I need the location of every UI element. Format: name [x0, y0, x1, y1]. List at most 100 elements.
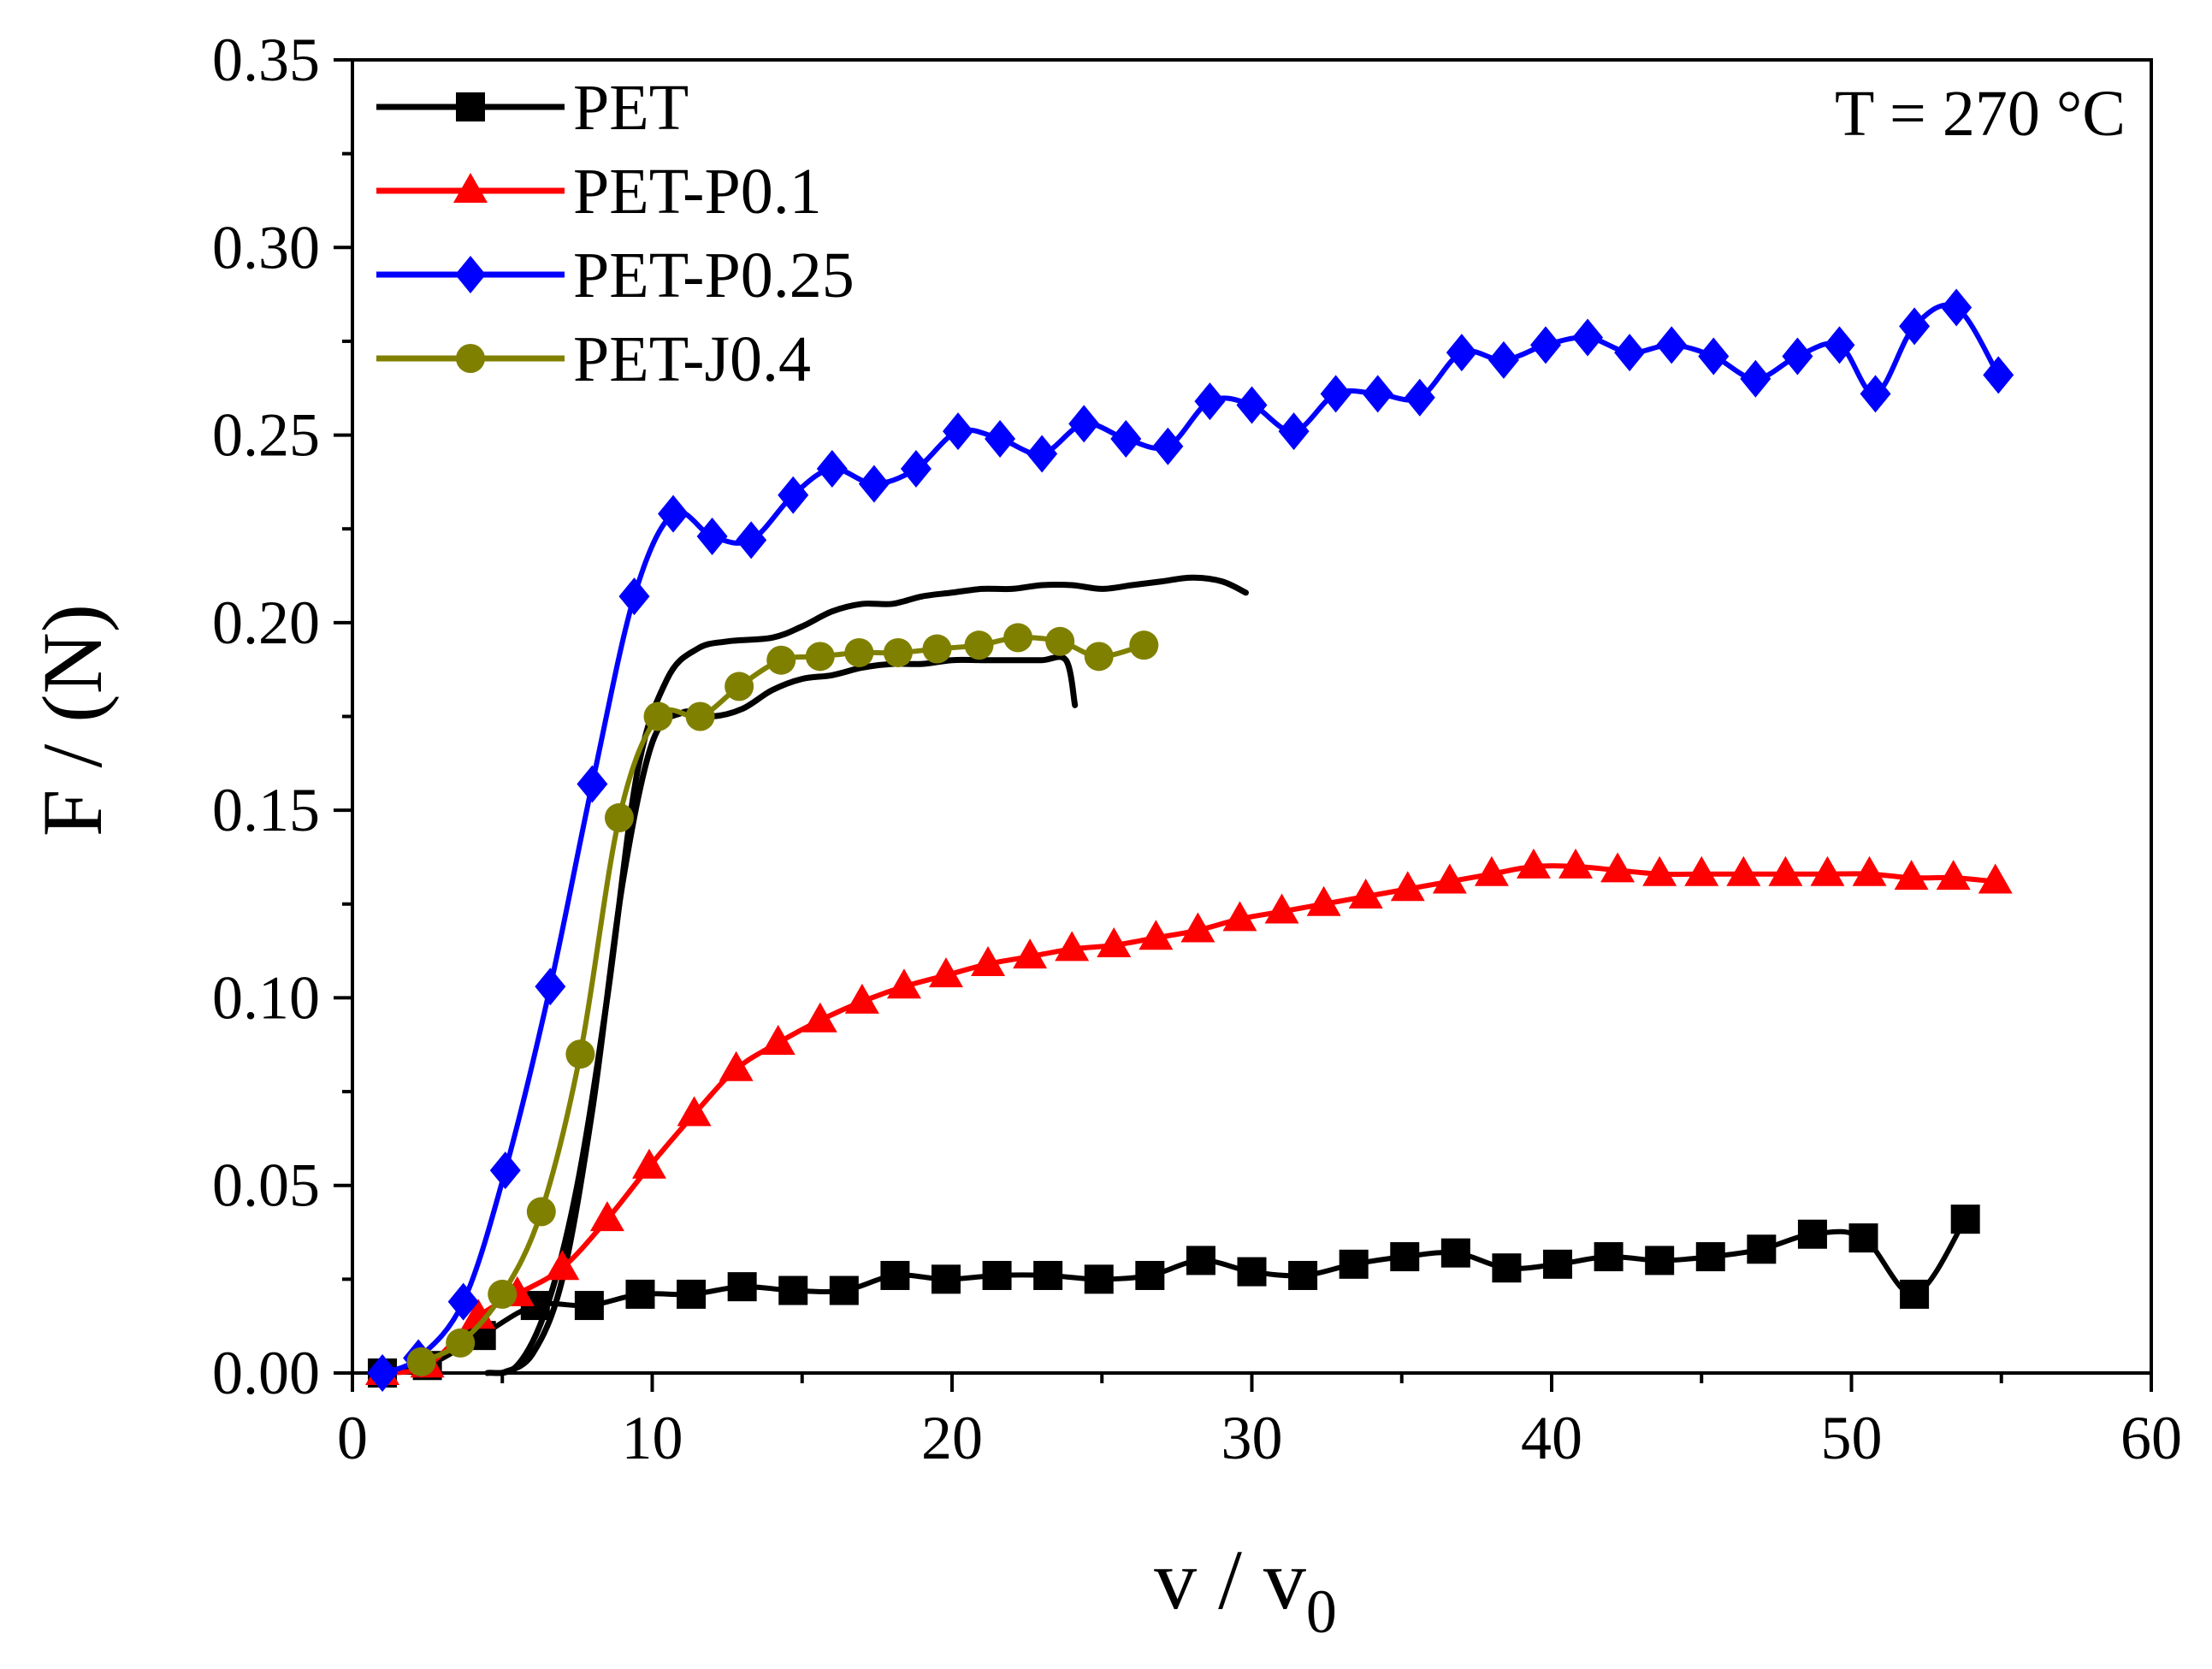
series-line [418, 635, 1147, 1364]
data-point [1642, 855, 1677, 886]
data-point [677, 1279, 707, 1309]
data-point [1726, 855, 1761, 886]
data-point [943, 412, 974, 451]
legend-label: PET [573, 72, 689, 144]
data-point [1339, 1249, 1369, 1279]
data-point [928, 957, 963, 988]
data-point [1033, 1260, 1063, 1290]
data-point [1110, 419, 1142, 458]
data-point [489, 1151, 521, 1190]
data-point [1264, 893, 1299, 924]
data-point [1236, 386, 1268, 424]
data-point [1983, 356, 2014, 394]
data-point [802, 1002, 837, 1033]
y-tick-label: 0.20 [212, 589, 320, 657]
data-point [1194, 382, 1226, 421]
data-point [1810, 855, 1845, 886]
data-point [1026, 435, 1058, 473]
data-point [1899, 307, 1931, 346]
data-point [1978, 863, 2013, 894]
series-4 [484, 574, 1249, 1376]
x-tick-label: 0 [337, 1404, 368, 1472]
data-point [964, 630, 994, 660]
data-point [643, 701, 673, 731]
y-tick-label: 0.25 [212, 401, 320, 470]
data-point [461, 1299, 496, 1329]
data-point [760, 1025, 795, 1056]
data-point [589, 1201, 624, 1232]
legend-label: PET-P0.25 [573, 240, 855, 311]
data-point [574, 1291, 604, 1321]
legend-marker [453, 173, 488, 203]
data-point [1362, 375, 1393, 413]
legend-label: PET-P0.1 [573, 156, 822, 228]
data-point [1860, 375, 1891, 413]
data-point [1941, 288, 1972, 327]
data-point [1782, 337, 1813, 376]
data-point [1180, 912, 1215, 943]
data-point [1045, 626, 1075, 656]
data-point [1600, 852, 1635, 883]
legend-label: PET-J0.4 [573, 323, 811, 395]
y-tick-label: 0.35 [212, 26, 320, 94]
data-point [1572, 318, 1604, 357]
data-point [1306, 885, 1341, 916]
data-point [1474, 855, 1509, 886]
data-point [1543, 1249, 1573, 1279]
x-tick-label: 20 [921, 1404, 983, 1472]
data-point [844, 983, 879, 1014]
data-point [1900, 1279, 1930, 1309]
y-tick-label: 0.05 [212, 1151, 320, 1220]
data-point [1440, 1238, 1470, 1268]
y-tick-label: 0.15 [212, 776, 320, 844]
data-point [880, 1260, 910, 1290]
data-point [1222, 901, 1257, 932]
y-tick-label: 0.10 [212, 963, 320, 1032]
data-point [1936, 860, 1971, 891]
series-1 [365, 848, 2013, 1385]
data-point [1950, 1204, 1980, 1234]
data-point [1446, 334, 1477, 372]
data-point [1404, 378, 1435, 417]
data-point [1824, 326, 1855, 364]
data-point [1695, 1242, 1725, 1272]
data-point [858, 465, 890, 503]
series-line [380, 1216, 1968, 1376]
data-point [922, 634, 952, 664]
data-point [1894, 860, 1929, 891]
data-point [971, 945, 1006, 976]
data-point [1129, 630, 1159, 660]
data-point [1614, 334, 1646, 372]
legend-marker [455, 256, 486, 293]
x-tick-label: 10 [622, 1404, 683, 1472]
data-point [844, 637, 874, 667]
data-point [766, 645, 796, 675]
data-point [1390, 1242, 1420, 1272]
data-point [1848, 1223, 1878, 1253]
data-point [778, 1275, 808, 1305]
data-point [446, 1328, 476, 1358]
temperature-annotation: T = 270 °C [1835, 78, 2126, 150]
data-point [406, 1346, 436, 1376]
data-point [1432, 863, 1467, 894]
data-point [631, 1148, 666, 1179]
data-point [1768, 855, 1803, 886]
data-point [725, 672, 754, 701]
data-point [618, 577, 650, 616]
data-point [1084, 642, 1114, 672]
series-line [499, 654, 1079, 1376]
x-axis-label: v / v0 [1154, 1532, 1337, 1646]
legend-item: PET-J0.4 [376, 323, 811, 395]
data-point [488, 1279, 518, 1309]
data-point [1237, 1257, 1267, 1287]
legend-item: PET-P0.25 [376, 240, 855, 311]
series-line [484, 574, 1249, 1376]
data-point [883, 637, 913, 667]
data-point [577, 765, 608, 803]
data-point [1852, 855, 1887, 886]
x-tick-label: 40 [1521, 1404, 1582, 1472]
data-point [535, 968, 566, 1006]
y-axis-label: F / (N) [25, 604, 120, 837]
data-point [1013, 938, 1048, 969]
